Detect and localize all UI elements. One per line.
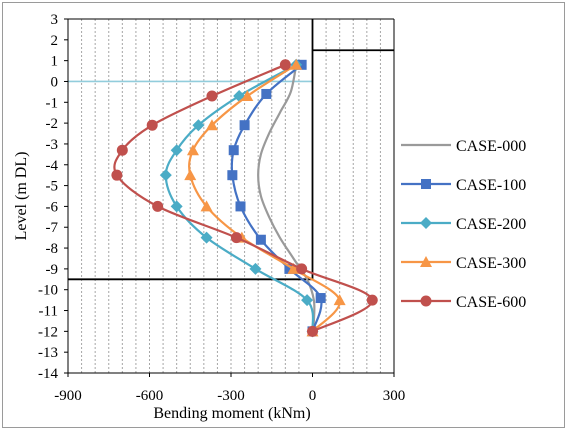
y-tick-label: -8 bbox=[46, 241, 59, 257]
x-tick-label: -900 bbox=[54, 388, 82, 404]
y-tick-label: 1 bbox=[51, 54, 59, 70]
x-tick-label: -600 bbox=[136, 388, 164, 404]
data-point bbox=[315, 293, 326, 304]
data-point bbox=[205, 119, 218, 131]
data-point bbox=[228, 145, 239, 156]
legend-label: CASE-200 bbox=[456, 216, 526, 233]
data-point bbox=[186, 144, 199, 156]
x-axis-title: Bending moment (kNm) bbox=[153, 405, 310, 422]
y-tick-label: 3 bbox=[51, 12, 59, 28]
data-point bbox=[290, 58, 303, 70]
data-point bbox=[241, 90, 254, 102]
data-point bbox=[184, 169, 197, 181]
x-tick-label: -300 bbox=[217, 388, 245, 404]
x-tick-label: 0 bbox=[309, 388, 317, 404]
y-tick-label: -14 bbox=[38, 366, 58, 382]
series-case-100 bbox=[227, 59, 326, 337]
y-tick-label: -5 bbox=[46, 179, 59, 195]
y-tick-label: -10 bbox=[38, 283, 58, 299]
legend-label: CASE-000 bbox=[456, 138, 526, 155]
x-tick-label: 300 bbox=[383, 388, 406, 404]
legend-marker bbox=[420, 217, 432, 229]
data-point bbox=[279, 59, 291, 71]
data-point bbox=[287, 262, 300, 274]
data-point bbox=[239, 120, 250, 131]
y-tick-label: -13 bbox=[38, 345, 58, 361]
series-line bbox=[188, 63, 341, 333]
grid-layer bbox=[81, 19, 381, 373]
series-case-600 bbox=[111, 59, 378, 337]
legend-marker bbox=[421, 179, 431, 189]
data-point bbox=[307, 325, 318, 337]
legend: CASE-000 CASE-100 CASE-200 CASE-300 CASE-600 bbox=[401, 138, 526, 311]
y-tick-label: 2 bbox=[51, 33, 59, 49]
data-point bbox=[116, 144, 128, 156]
data-point bbox=[284, 263, 295, 274]
data-point bbox=[230, 232, 242, 244]
y-tick-label: -6 bbox=[46, 199, 59, 215]
data-point bbox=[301, 294, 314, 307]
data-point bbox=[146, 119, 158, 131]
series-line bbox=[113, 63, 374, 333]
y-tick-label: 0 bbox=[51, 74, 59, 90]
series-case-000 bbox=[257, 64, 316, 332]
data-point bbox=[159, 169, 172, 182]
series-line bbox=[230, 63, 323, 332]
data-point bbox=[200, 200, 213, 212]
y-tick-label: -3 bbox=[46, 137, 59, 153]
data-point bbox=[192, 119, 205, 132]
reference-lines bbox=[68, 19, 394, 281]
data-point bbox=[235, 201, 246, 212]
data-point bbox=[296, 263, 308, 275]
legend-marker bbox=[420, 256, 432, 267]
data-point bbox=[261, 88, 272, 99]
y-tick-label: -11 bbox=[39, 304, 58, 320]
data-point bbox=[206, 90, 218, 102]
series-case-200 bbox=[159, 58, 319, 338]
y-tick-label: -2 bbox=[46, 116, 59, 132]
y-tick-label: -1 bbox=[46, 95, 59, 111]
y-tick-label: -12 bbox=[38, 324, 58, 340]
series-line bbox=[257, 64, 316, 332]
y-tick-label: -7 bbox=[46, 220, 59, 236]
data-point bbox=[170, 200, 183, 213]
data-point bbox=[152, 200, 164, 212]
data-point bbox=[111, 169, 123, 181]
y-axis-title: Level (m DL) bbox=[13, 152, 30, 241]
y-tick-label: -4 bbox=[46, 158, 59, 174]
legend-label: CASE-600 bbox=[456, 294, 526, 311]
series-line bbox=[164, 63, 315, 332]
data-point bbox=[255, 234, 266, 245]
data-point bbox=[200, 231, 213, 244]
legend-label: CASE-100 bbox=[456, 177, 526, 194]
series-layer bbox=[111, 58, 378, 338]
legend-marker bbox=[420, 295, 432, 307]
data-point bbox=[227, 170, 238, 181]
data-point bbox=[333, 294, 346, 306]
data-point bbox=[170, 144, 183, 157]
y-tick-label: -9 bbox=[46, 262, 59, 278]
axes: 3 2 1 0 -1 -2 -3 -4 -5 -6 -7 -8 -9 -10 -11 -12 -13 -14 -90… bbox=[38, 12, 405, 404]
legend-label: CASE-300 bbox=[456, 255, 526, 272]
data-point bbox=[366, 294, 378, 306]
data-point bbox=[249, 262, 262, 275]
